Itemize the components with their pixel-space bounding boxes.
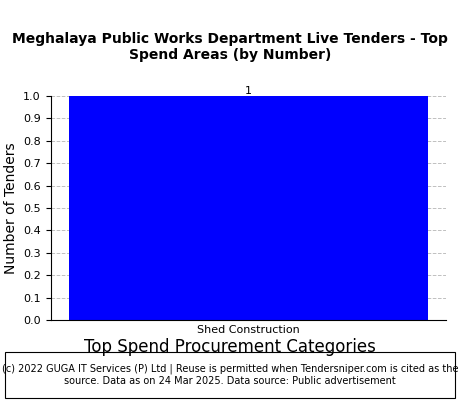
Text: 1: 1 <box>244 86 252 96</box>
Text: Top Spend Procurement Categories: Top Spend Procurement Categories <box>84 338 375 356</box>
Text: Meghalaya Public Works Department Live Tenders - Top
Spend Areas (by Number): Meghalaya Public Works Department Live T… <box>12 32 447 62</box>
Text: (c) 2022 GUGA IT Services (P) Ltd | Reuse is permitted when Tendersniper.com is : (c) 2022 GUGA IT Services (P) Ltd | Reus… <box>2 364 457 386</box>
FancyBboxPatch shape <box>5 352 454 398</box>
Y-axis label: Number of Tenders: Number of Tenders <box>4 142 17 274</box>
